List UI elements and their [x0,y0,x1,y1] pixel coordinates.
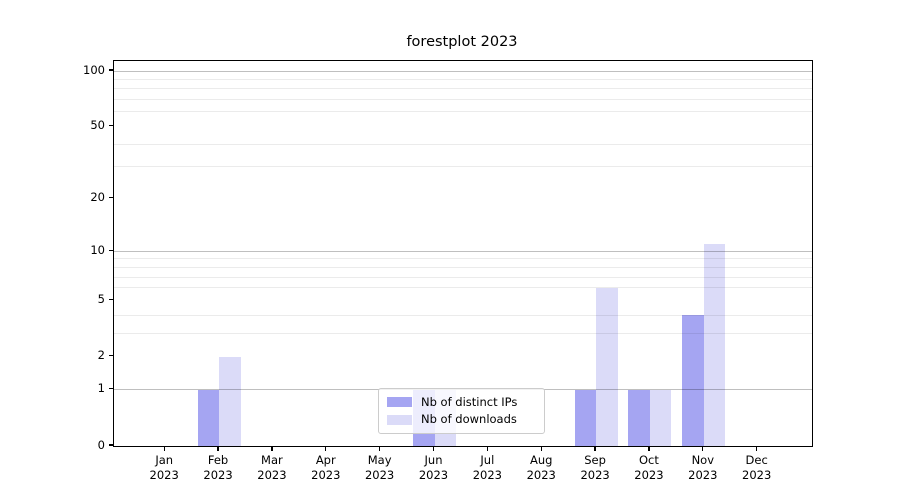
y-tick-mark [108,249,113,251]
x-tick-label: Jun 2023 [418,453,449,482]
bar-nb-of-distinct-ips-1 [197,389,220,446]
y-tick-label: 20 [90,190,105,205]
bar-nb-of-distinct-ips-10 [682,315,704,446]
y-tick-label: 2 [97,348,105,363]
minor-gridline [114,287,812,289]
x-tick-label: Feb 2023 [203,453,233,482]
minor-gridline [114,314,812,316]
x-tick-mark [325,446,327,451]
major-gridline [114,250,812,252]
x-tick-label: Dec 2023 [742,453,772,482]
x-tick-mark [432,446,435,451]
major-gridline [114,70,812,72]
x-tick-mark [702,446,704,451]
minor-gridline [114,332,812,334]
y-tick-mark [108,388,113,390]
minor-gridline [114,99,812,101]
y-tick-label: 100 [83,62,105,77]
legend: Nb of distinct IPs Nb of downloads [378,388,545,434]
legend-item-downloads: Nb of downloads [387,413,536,426]
minor-gridline [114,88,812,90]
bars-layer [114,61,812,446]
x-tick-mark [594,446,596,451]
y-tick-mark [108,298,113,300]
legend-label-distinct-ips: Nb of distinct IPs [421,394,518,409]
minor-gridline [114,143,812,145]
y-tick-label: 10 [90,242,105,257]
bar-nb-of-downloads-9 [649,389,672,446]
x-tick-label: Mar 2023 [257,453,287,482]
bar-nb-of-downloads-1 [219,356,241,446]
minor-gridline [114,266,812,268]
x-tick-mark [486,446,488,451]
x-tick-mark [648,446,650,451]
x-tick-mark [163,446,165,451]
bar-nb-of-downloads-8 [596,287,618,446]
minor-gridline [114,258,812,260]
legend-label-downloads: Nb of downloads [421,412,517,427]
x-tick-label: Nov 2023 [688,453,718,482]
minor-gridline [114,166,812,168]
minor-gridline [114,111,812,113]
bar-nb-of-distinct-ips-8 [574,389,597,446]
minor-gridline [114,276,812,278]
x-tick-label: Jul 2023 [472,453,502,482]
x-tick-label: Sep 2023 [580,453,610,482]
x-tick-label: Jan 2023 [149,453,179,482]
x-tick-label: Apr 2023 [311,453,341,482]
y-tick-mark [108,197,113,199]
minor-gridline [114,78,812,80]
x-tick-label: Aug 2023 [526,453,556,482]
y-tick-mark [108,69,113,71]
x-tick-mark [271,446,273,451]
legend-item-distinct-ips: Nb of distinct IPs [387,394,536,409]
bar-nb-of-downloads-10 [703,244,726,446]
x-tick-label: May 2023 [364,453,395,482]
y-tick-mark [108,444,113,446]
chart-title: forestplot 2023 [406,34,518,50]
x-tick-label: Oct 2023 [634,453,664,482]
y-tick-mark [108,124,113,127]
legend-swatch-distinct-ips-icon [387,397,412,407]
x-tick-mark [379,446,381,451]
x-tick-mark [217,446,219,451]
plot-area [113,60,813,447]
y-tick-label: 0 [97,437,105,452]
x-tick-mark [540,446,542,451]
y-tick-label: 5 [97,291,105,306]
y-tick-label: 1 [97,381,105,396]
x-tick-mark [756,446,758,451]
legend-swatch-downloads-icon [387,415,412,425]
y-tick-label: 50 [90,118,105,133]
bar-nb-of-distinct-ips-9 [628,389,650,446]
y-tick-mark [108,355,113,357]
